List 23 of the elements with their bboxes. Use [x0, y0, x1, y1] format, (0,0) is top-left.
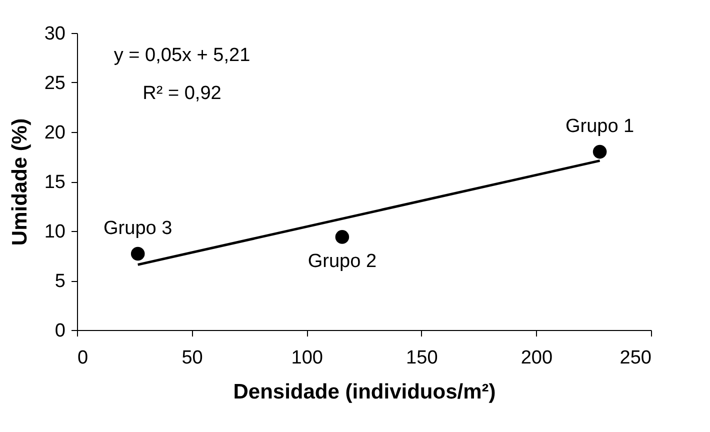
x-tick-label: 100 [291, 348, 323, 368]
y-tick-label: 5 [54, 271, 66, 292]
y-tick-label: 30 [44, 24, 66, 44]
y-tick-label: 15 [44, 172, 66, 193]
y-axis-title: Umidade (%) [8, 118, 32, 246]
x-tick-label: 150 [406, 348, 438, 368]
y-tick-label: 20 [44, 122, 66, 144]
annotation: Grupo 2 [308, 250, 377, 272]
annotation: Grupo 3 [104, 218, 172, 239]
x-tick-label: 0 [78, 348, 88, 368]
annotation: R² = 0,92 [142, 83, 222, 104]
point [130, 246, 145, 261]
x-tick-label: 50 [182, 348, 203, 368]
point [335, 230, 350, 244]
x-axis-title: Densidade (individuos/m²) [233, 380, 496, 404]
point [592, 144, 607, 159]
y-tick-label: 10 [44, 222, 66, 242]
annotation: y = 0,05x + 5,21 [114, 45, 250, 66]
annotation: Grupo 1 [565, 116, 634, 137]
y-tick-label: 0 [54, 320, 66, 342]
x-tick-label: 250 [620, 348, 652, 368]
y-tick-label: 25 [44, 73, 66, 94]
x-tick-label: 200 [520, 348, 553, 368]
